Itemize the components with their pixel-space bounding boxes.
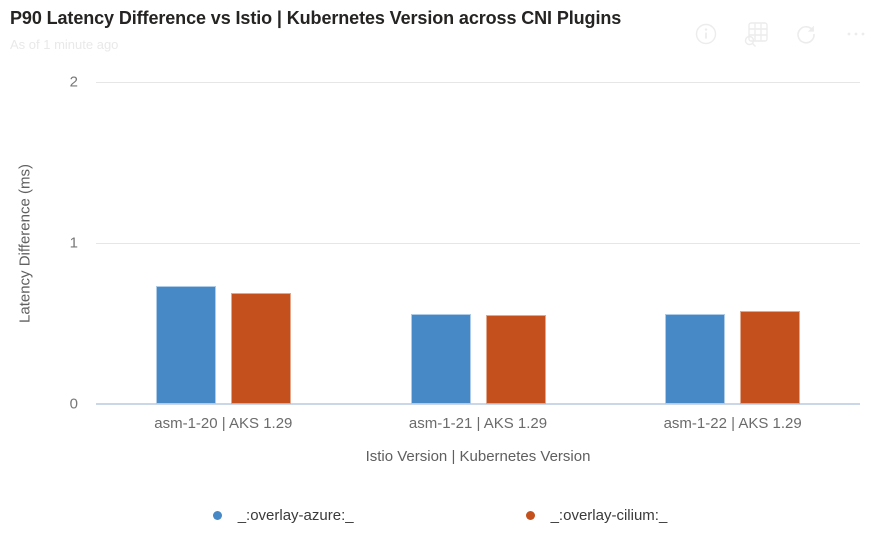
bar[interactable]	[740, 310, 801, 404]
legend: _:overlay-azure:_ _:overlay-cilium:_	[0, 507, 880, 524]
info-icon[interactable]	[692, 20, 720, 48]
bar[interactable]	[485, 315, 546, 404]
y-tick-label: 0	[69, 395, 78, 413]
x-tick-label: asm-1-22 | AKS 1.29	[663, 415, 802, 432]
legend-label: _:overlay-cilium:_	[550, 507, 668, 524]
legend-marker-icon	[212, 511, 222, 520]
gridline	[96, 82, 860, 83]
gridline	[96, 243, 860, 244]
legend-item[interactable]: _:overlay-azure:_	[212, 507, 354, 524]
show-data-table-icon[interactable]	[742, 20, 770, 48]
x-tick-label: asm-1-21 | AKS 1.29	[408, 415, 548, 432]
legend-item[interactable]: _:overlay-cilium:_	[525, 507, 668, 524]
y-axis-title: Latency Difference (ms)	[16, 164, 34, 323]
legend-marker-icon	[525, 511, 535, 520]
legend-label: _:overlay-azure:_	[237, 507, 354, 524]
y-tick-label: 2	[69, 73, 78, 91]
visual-header-toolbar	[692, 20, 870, 48]
bar[interactable]	[230, 292, 291, 404]
x-axis-title: Istio Version | Kubernetes Version	[365, 448, 591, 465]
more-options-icon[interactable]	[842, 20, 870, 48]
x-tick-label: asm-1-20 | AKS 1.29	[154, 415, 293, 432]
bar[interactable]	[665, 313, 726, 404]
bar[interactable]	[410, 313, 471, 404]
chart-title: P90 Latency Difference vs Istio | Kubern…	[10, 8, 622, 28]
chart-subtitle: As of 1 minute ago	[10, 37, 119, 52]
refresh-icon[interactable]	[792, 20, 820, 48]
y-tick-label: 1	[69, 234, 78, 252]
bar[interactable]	[155, 286, 216, 404]
x-axis-line	[96, 403, 860, 405]
